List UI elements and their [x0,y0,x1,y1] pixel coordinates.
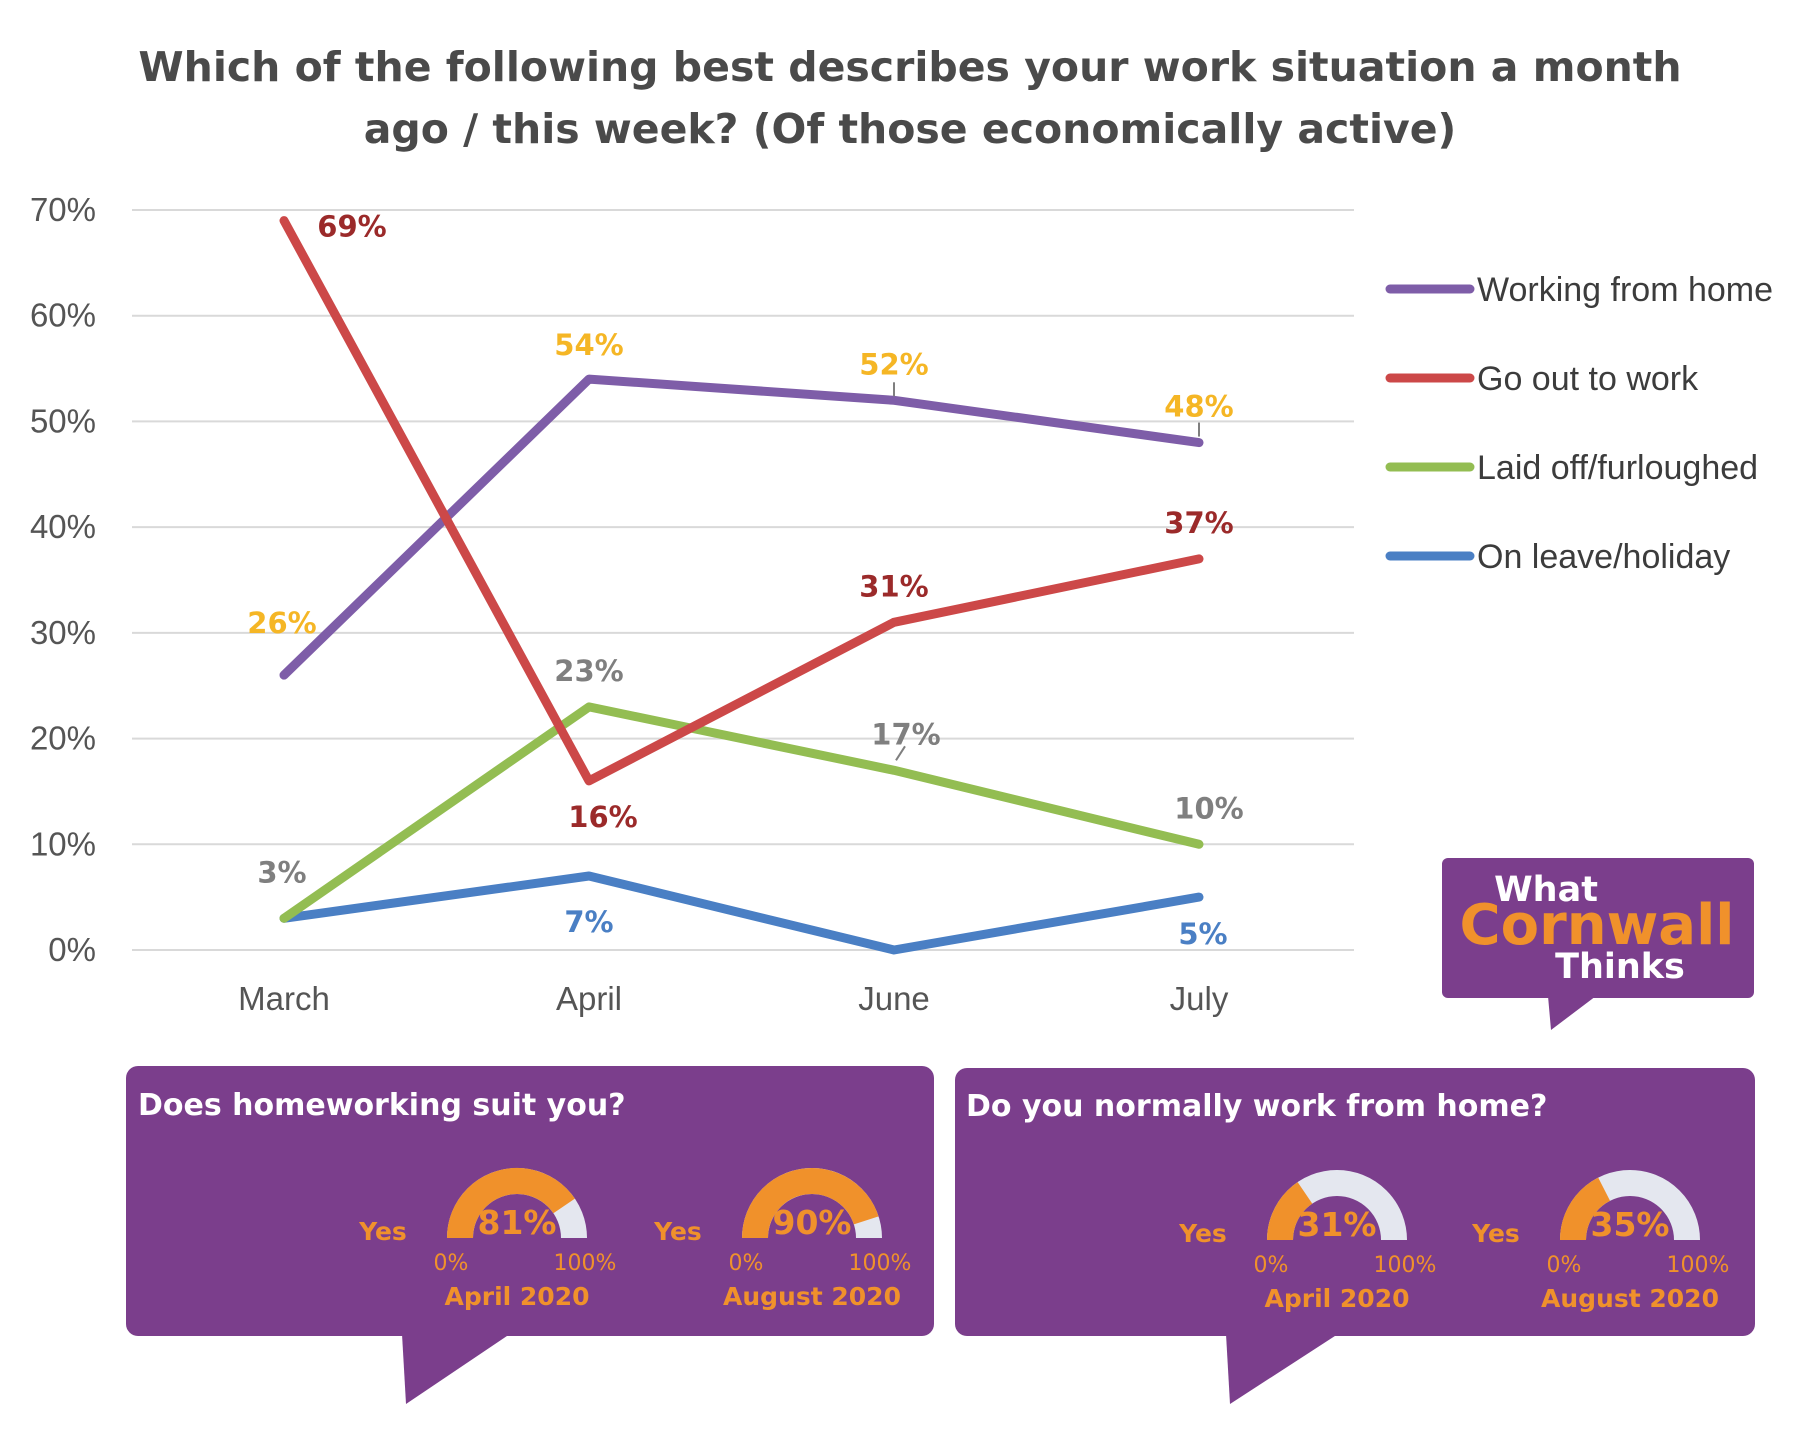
normally-work-from-home-panel: Do you normally work from home? 31% Yes 0%… [955,1068,1755,1404]
series-lines [279,216,1204,955]
data-label: 5% [1178,917,1227,951]
gauge-fill [1267,1182,1313,1241]
panel-background [955,1068,1755,1336]
gauge: 31% Yes 0% 100% April 2020 [1178,1170,1437,1313]
logo-speech-tail [1548,996,1596,1030]
x-tick-label: June [858,980,930,1017]
series-line [279,374,1204,680]
gauge: 35% Yes 0% 100% August 2020 [1471,1170,1730,1313]
gauge-date-label: August 2020 [1541,1284,1719,1313]
gauge-yes-label: Yes [358,1217,407,1246]
y-axis-ticks: 0% 10% 20% 30% 40% 50% 60% 70% [30,191,96,968]
data-label: 17% [871,717,940,751]
panel-background [126,1066,934,1336]
gauge-min-label: 0% [1547,1253,1582,1278]
gauge: 90% Yes 0% 100% August 2020 [653,1168,912,1311]
gauge-fill [1560,1177,1611,1241]
data-label: 48% [1164,390,1233,424]
gauge-fill [447,1168,575,1239]
chart-title: Which of the following best describes yo… [0,36,1820,160]
leader-line [895,745,906,761]
y-tick-label: 50% [30,402,96,439]
y-tick-label: 30% [30,614,96,651]
panel-speech-tail [1226,1334,1338,1404]
gauge-max-label: 100% [849,1251,912,1276]
gauge-value: 90% [773,1203,852,1242]
series-line [279,871,1204,955]
gauge-min-label: 0% [434,1251,469,1276]
y-tick-label: 60% [30,297,96,334]
chart-title-line-1: Which of the following best describes yo… [138,43,1682,91]
series-line [279,216,1204,786]
x-tick-label: July [1170,980,1229,1017]
gauge: 81% Yes 0% 100% April 2020 [358,1168,617,1311]
chart-title-line-2: ago / this week? (Of those economically … [363,105,1457,153]
gauge-yes-label: Yes [1178,1219,1227,1248]
gauge-date-label: April 2020 [445,1282,590,1311]
y-tick-label: 0% [48,931,96,968]
data-label: 10% [1174,791,1243,825]
gauge-value: 31% [1298,1205,1377,1244]
logo-background [1442,858,1754,998]
panel-gauges: 81% Yes 0% 100% April 2020 90% Yes 0% 100% August… [358,1168,912,1311]
gauge-value: 35% [1591,1205,1670,1244]
logo-thinks: Thinks [1555,947,1685,987]
data-label: 7% [564,905,613,939]
panel-gauges: 31% Yes 0% 100% April 2020 35% Yes 0% 100% August… [1178,1170,1730,1313]
homeworking-suit-panel: Does homeworking suit you? 81% Yes 0% 100% A… [126,1066,934,1404]
gauge-yes-label: Yes [653,1217,702,1246]
data-label: 26% [247,606,316,640]
series-line [279,702,1204,923]
y-tick-label: 20% [30,720,96,757]
data-label: 37% [1164,506,1233,540]
legend: Working from home Go out to work Laid off/… [1385,271,1773,576]
data-label: 54% [554,328,623,362]
gauge-value: 81% [478,1203,557,1242]
x-tick-label: April [556,980,622,1017]
data-label: 52% [859,347,928,381]
x-tick-label: March [238,980,330,1017]
data-label: 23% [554,654,623,688]
panel-speech-tail [402,1334,510,1404]
data-labels: 26% 54% 52% 48% 69% 16% 31% 37% 3% 23% 17% 10% 7% 5% [247,210,1243,952]
data-label: 3% [257,855,306,889]
logo-what: What [1494,870,1598,910]
panel-title: Do you normally work from home? [966,1089,1547,1124]
gauge-max-label: 100% [1374,1253,1437,1278]
data-label: 16% [568,800,637,834]
gauge-date-label: April 2020 [1265,1284,1410,1313]
data-label: 31% [859,569,928,603]
gauge-min-label: 0% [1254,1253,1289,1278]
gauge-max-label: 100% [554,1251,617,1276]
x-axis-ticks: March April June July [238,980,1229,1017]
y-tick-label: 70% [30,191,96,228]
legend-label: Working from home [1477,271,1773,309]
gauge-date-label: August 2020 [723,1282,901,1311]
gauge-max-label: 100% [1667,1253,1730,1278]
y-tick-label: 10% [30,825,96,862]
legend-label: Laid off/furloughed [1477,449,1758,487]
gauge-yes-label: Yes [1471,1219,1520,1248]
logo-cornwall: Cornwall [1460,893,1735,958]
gauge-min-label: 0% [729,1251,764,1276]
legend-label: Go out to work [1477,360,1699,398]
data-label: 69% [317,210,386,244]
what-cornwall-thinks-logo: What Cornwall Thinks [1442,858,1754,1030]
gauge-fill [742,1168,879,1239]
y-tick-label: 40% [30,508,96,545]
panel-title: Does homeworking suit you? [138,1088,626,1123]
legend-label: On leave/holiday [1477,538,1730,576]
